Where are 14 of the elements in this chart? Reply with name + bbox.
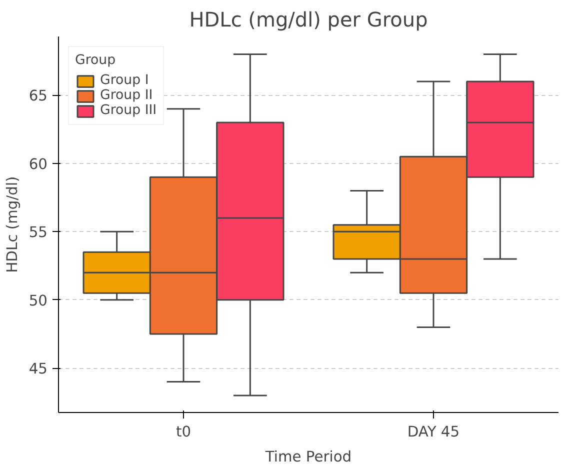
legend-label: Group III <box>100 103 157 118</box>
y-tick-label: 45 <box>28 360 48 378</box>
y-tick-label: 50 <box>28 292 48 310</box>
y-tick-label: 65 <box>28 88 48 105</box>
legend-label: Group I <box>100 73 149 88</box>
y-tick-label: 60 <box>28 156 48 173</box>
chart-title: HDLc (mg/dl) per Group <box>189 8 428 32</box>
y-axis-title: HDLc (mg/dl) <box>4 176 21 273</box>
y-tick-label: 55 <box>28 224 48 242</box>
x-tick-label: DAY 45 <box>407 424 460 440</box>
x-tick-label: t0 <box>176 424 192 440</box>
legend-title: Group <box>75 53 117 68</box>
legend-label: Group II <box>100 88 153 103</box>
x-axis-title: Time Period <box>264 448 352 466</box>
